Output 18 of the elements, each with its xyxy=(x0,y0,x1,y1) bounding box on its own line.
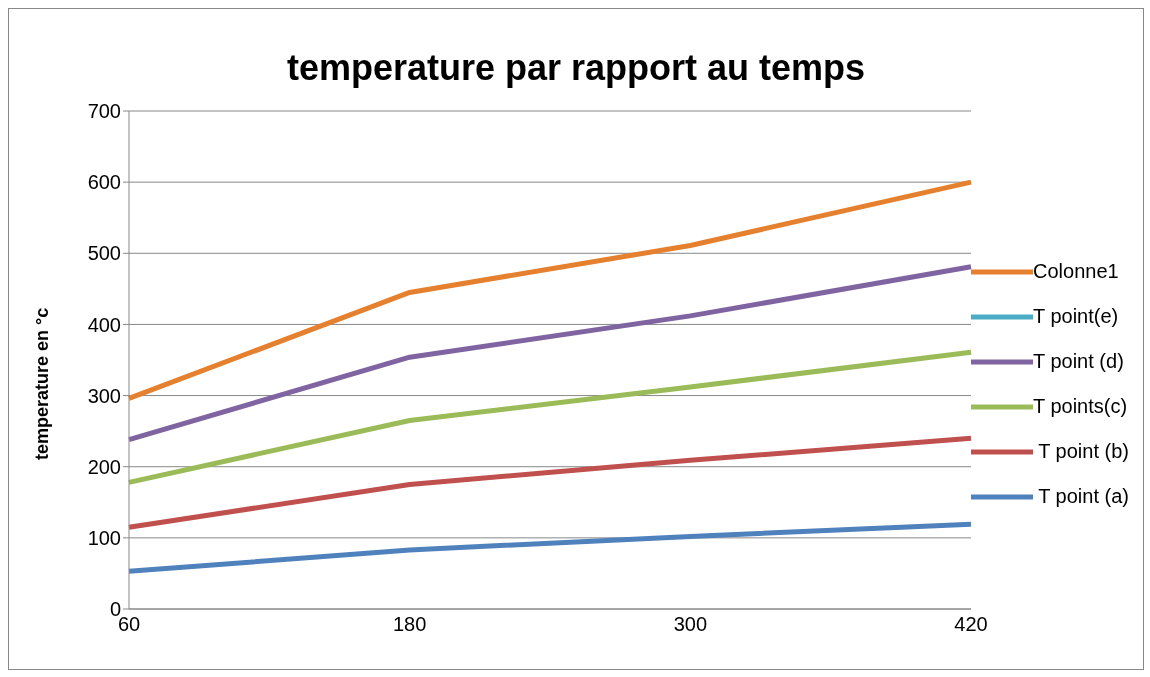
y-axis-title: temperature en °c xyxy=(32,307,53,460)
legend-label: T point(e) xyxy=(1033,305,1119,328)
y-tick-label: 200 xyxy=(87,455,121,478)
legend-label: T point (a) xyxy=(1037,485,1129,508)
legend-label: T point (b) xyxy=(1037,440,1129,463)
y-tick-label: 100 xyxy=(87,526,121,549)
chart-title: temperature par rapport au temps xyxy=(285,47,867,90)
x-tick-label: 300 xyxy=(673,613,708,636)
legend-label: Colonne1 xyxy=(1033,260,1119,283)
x-tick-label: 420 xyxy=(954,613,988,636)
y-tick-label: 500 xyxy=(87,242,121,265)
legend-label: T point (d) xyxy=(1033,350,1124,373)
y-tick-label: 700 xyxy=(87,100,121,123)
y-tick-label: 300 xyxy=(87,384,121,407)
legend-label: T points(c) xyxy=(1033,395,1128,418)
y-tick-label: 600 xyxy=(87,171,121,194)
y-tick-label: 400 xyxy=(87,313,121,336)
x-tick-label: 180 xyxy=(392,613,427,636)
